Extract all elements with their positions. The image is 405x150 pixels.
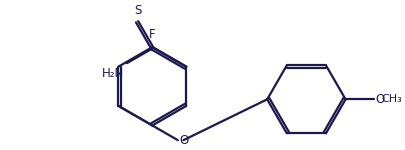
Text: CH₃: CH₃ <box>381 94 402 104</box>
Text: O: O <box>375 93 384 106</box>
Text: S: S <box>134 4 142 17</box>
Text: O: O <box>179 134 188 147</box>
Text: H₂N: H₂N <box>102 67 124 80</box>
Text: F: F <box>149 28 156 41</box>
